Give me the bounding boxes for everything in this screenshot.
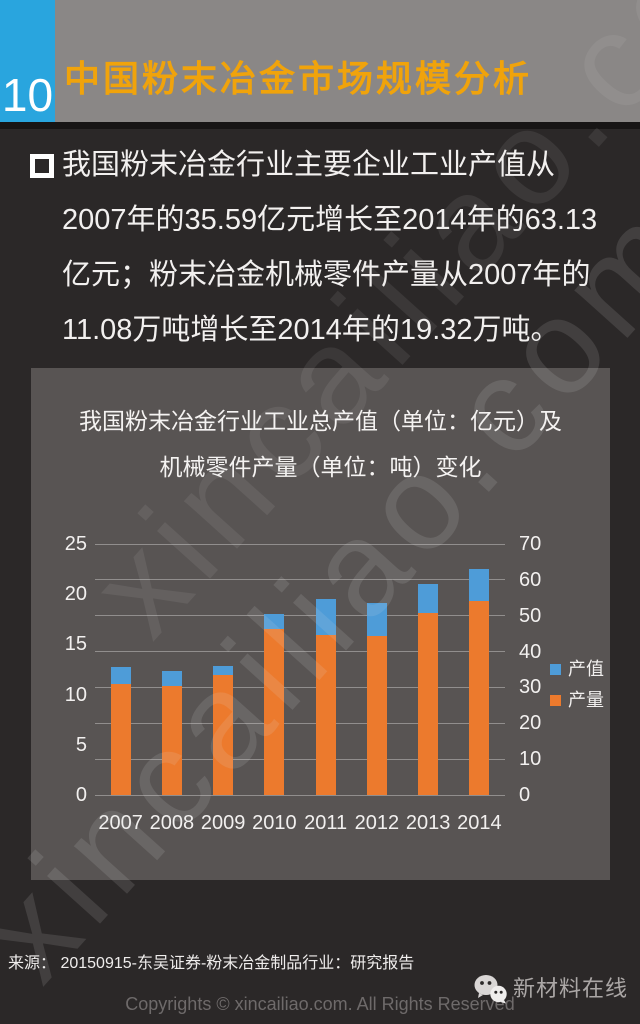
body-text-block: 我国粉末冶金行业主要企业工业产值从2007年的35.59亿元增长至2014年的6… (0, 138, 640, 358)
left-axis-tick-label: 0 (75, 784, 87, 806)
bar-产量-2010 (264, 629, 285, 795)
header-divider (0, 122, 640, 129)
gridline (95, 651, 505, 653)
x-axis-label-2011: 2011 (304, 812, 348, 834)
chart-legend: 产值 产量 (550, 659, 604, 721)
chart-title-line2: 机械零件产量（单位：吨）变化 (159, 454, 482, 480)
gridline (95, 794, 505, 796)
x-axis-label-2009: 2009 (200, 812, 246, 834)
bar-产量-2007 (110, 683, 131, 795)
wechat-icon (474, 975, 507, 1004)
gridline (95, 615, 505, 617)
gridline (95, 722, 505, 724)
gridline (95, 686, 505, 688)
left-axis-tick-label: 5 (75, 733, 87, 756)
right-axis-tick-label: 20 (519, 712, 542, 735)
bar-产量-2012 (366, 636, 387, 795)
gridline (95, 579, 505, 581)
bar-产量-2013 (418, 613, 439, 795)
legend-label: 产值 (568, 659, 604, 679)
brand-name: 新材料在线 (513, 976, 629, 1001)
right-axis-tick-label: 70 (519, 533, 542, 555)
bar-产量-2014 (469, 601, 490, 795)
bar-产量-2008 (161, 686, 182, 795)
gridline (95, 758, 505, 760)
right-axis-tick-label: 10 (519, 748, 542, 771)
legend-swatch-产值 (550, 663, 561, 675)
copyright-line: Copyrights © xincailiao.com. All Rights … (125, 994, 515, 1014)
x-axis-label-2008: 2008 (149, 812, 195, 834)
legend-item-产量: 产量 (550, 690, 604, 710)
page-number: 10 (1, 69, 54, 121)
gridline (95, 543, 505, 545)
right-axis-tick-label: 30 (519, 676, 542, 699)
page-number-box: 10 (0, 0, 55, 122)
source-line: 来源： 20150915-东吴证券-粉末冶金制品行业：研究报告 (8, 955, 415, 972)
right-axis-tick-label: 0 (519, 784, 531, 806)
bar-产量-2009 (213, 674, 234, 795)
x-axis-label-2013: 2013 (405, 812, 451, 834)
x-axis-label-2014: 2014 (457, 812, 502, 834)
right-axis-tick-label: 60 (519, 568, 542, 591)
right-axis-tick-label: 40 (519, 640, 542, 663)
chart-panel: 我国粉末冶金行业工业总产值（单位：亿元）及 机械零件产量（单位：吨）变化 0 5 1… (31, 368, 610, 880)
left-axis-tick-label: 15 (64, 633, 87, 656)
body-paragraph: 我国粉末冶金行业主要企业工业产值从2007年的35.59亿元增长至2014年的6… (62, 149, 598, 346)
left-axis-tick-label: 20 (64, 583, 87, 606)
x-axis-label-2007: 2007 (98, 812, 143, 834)
legend-swatch-产量 (550, 694, 561, 706)
legend-item-产值: 产值 (550, 659, 604, 679)
left-axis-tick-label: 25 (64, 533, 87, 555)
bar-产量-2011 (315, 635, 336, 795)
brand-footer: 新材料在线 (473, 974, 628, 1004)
header-band: 10 中国粉末冶金市场规模分析 (0, 0, 640, 122)
right-axis-tick-label: 50 (519, 604, 542, 627)
x-axis-label-2010: 2010 (252, 812, 297, 834)
plot-area: 0 5 10 15 20 25 0 10 20 30 40 50 60 70 2007 2008 2009 201… (65, 533, 542, 834)
chart-title-line1: 我国粉末冶金行业工业总产值（单位：亿元）及 (79, 408, 562, 434)
x-axis-label-2012: 2012 (354, 812, 400, 834)
left-axis-tick-label: 10 (64, 683, 87, 706)
chart-title: 我国粉末冶金行业工业总产值（单位：亿元）及 机械零件产量（单位：吨）变化 (31, 398, 610, 490)
bullet-square-icon (30, 154, 54, 178)
page-title: 中国粉末冶金市场规模分析 (64, 58, 533, 99)
legend-label: 产量 (568, 690, 604, 710)
